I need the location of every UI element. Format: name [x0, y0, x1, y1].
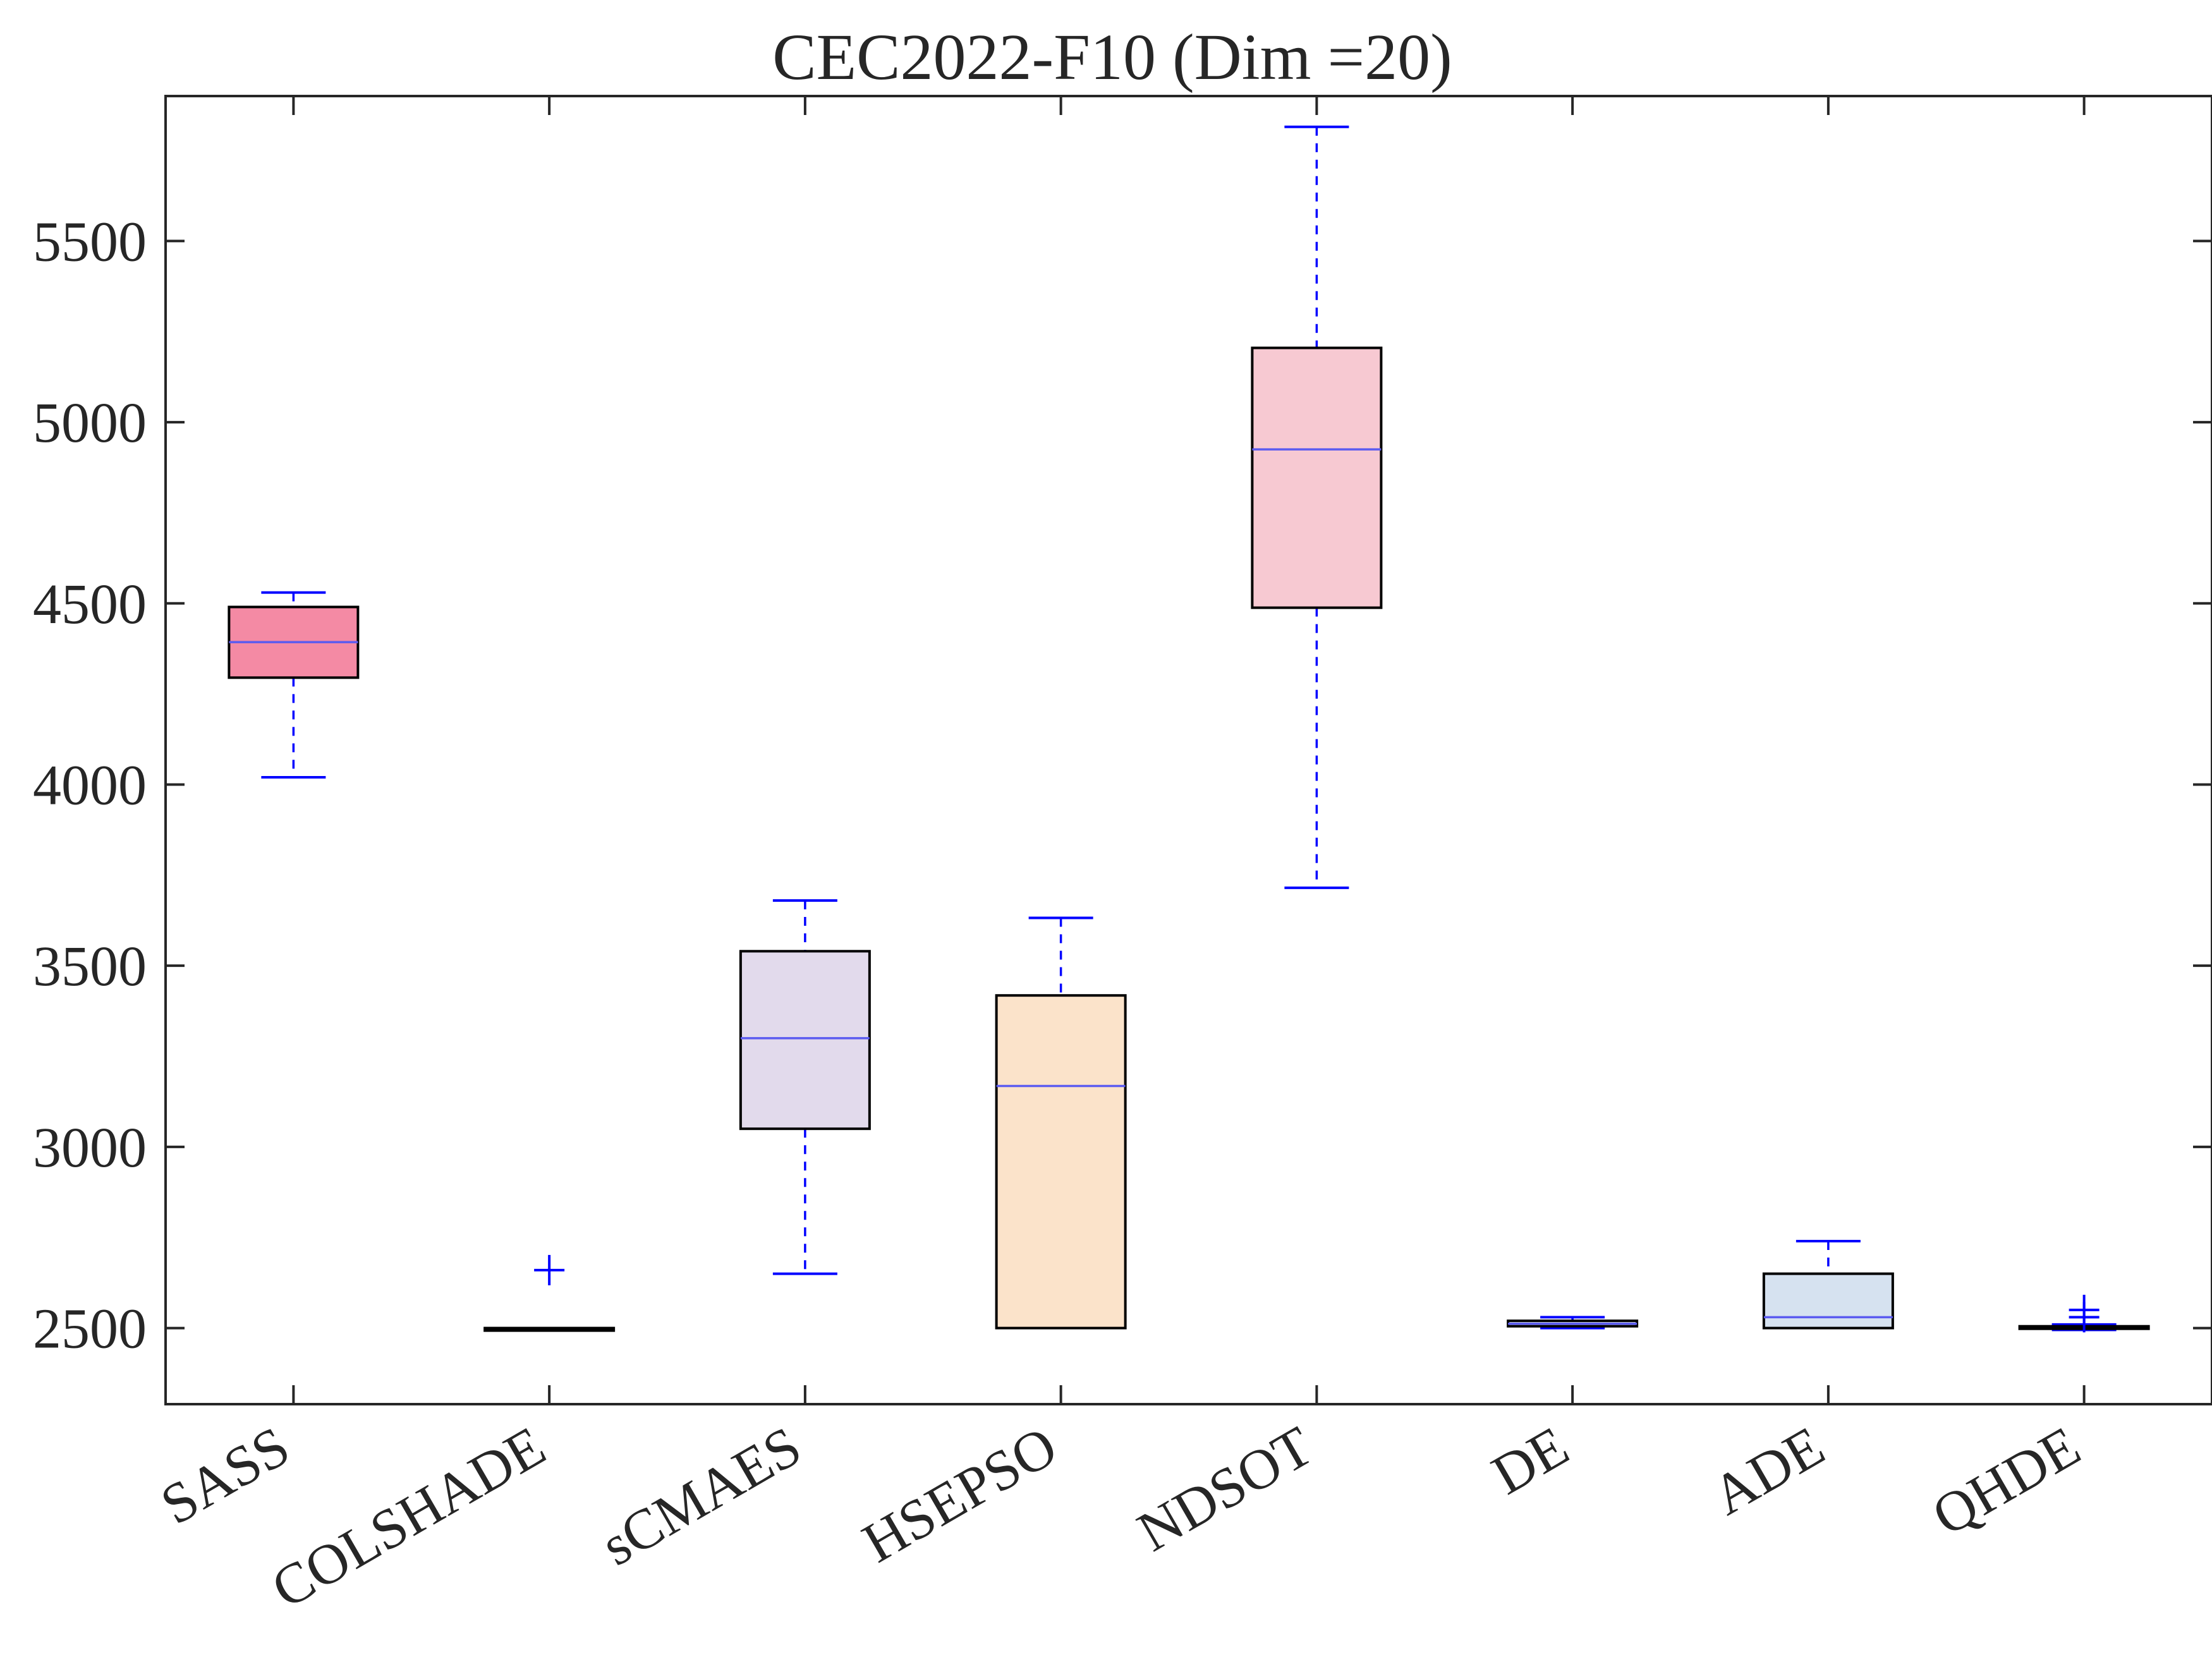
x-tick-label: sCMAES — [592, 1415, 811, 1578]
y-tick-label: 2500 — [33, 1298, 147, 1361]
x-tick-label: DE — [1482, 1415, 1579, 1507]
x-tick-label: SASS — [151, 1415, 300, 1537]
box — [1251, 346, 1383, 609]
x-tick-label: HSEPSO — [853, 1415, 1067, 1575]
box — [739, 950, 871, 1131]
x-tick-label: QHDE — [1923, 1415, 2091, 1548]
x-tick-label: ADE — [1702, 1415, 1835, 1527]
y-tick-label: 3500 — [33, 935, 147, 998]
y-tick-label: 4500 — [33, 573, 147, 636]
box — [1762, 1272, 1894, 1330]
y-tick-label: 5000 — [33, 392, 147, 454]
chart-title: CEC2022-F10 (Dim =20) — [772, 21, 1452, 94]
x-tick-label: NDSOT — [1127, 1415, 1323, 1564]
box — [995, 994, 1127, 1330]
y-tick-label: 3000 — [33, 1117, 147, 1179]
y-tick-label: 4000 — [33, 754, 147, 816]
axes-frame — [164, 95, 2212, 1405]
x-tick-label: COLSHADE — [262, 1415, 556, 1621]
y-tick-label: 5500 — [33, 210, 147, 273]
